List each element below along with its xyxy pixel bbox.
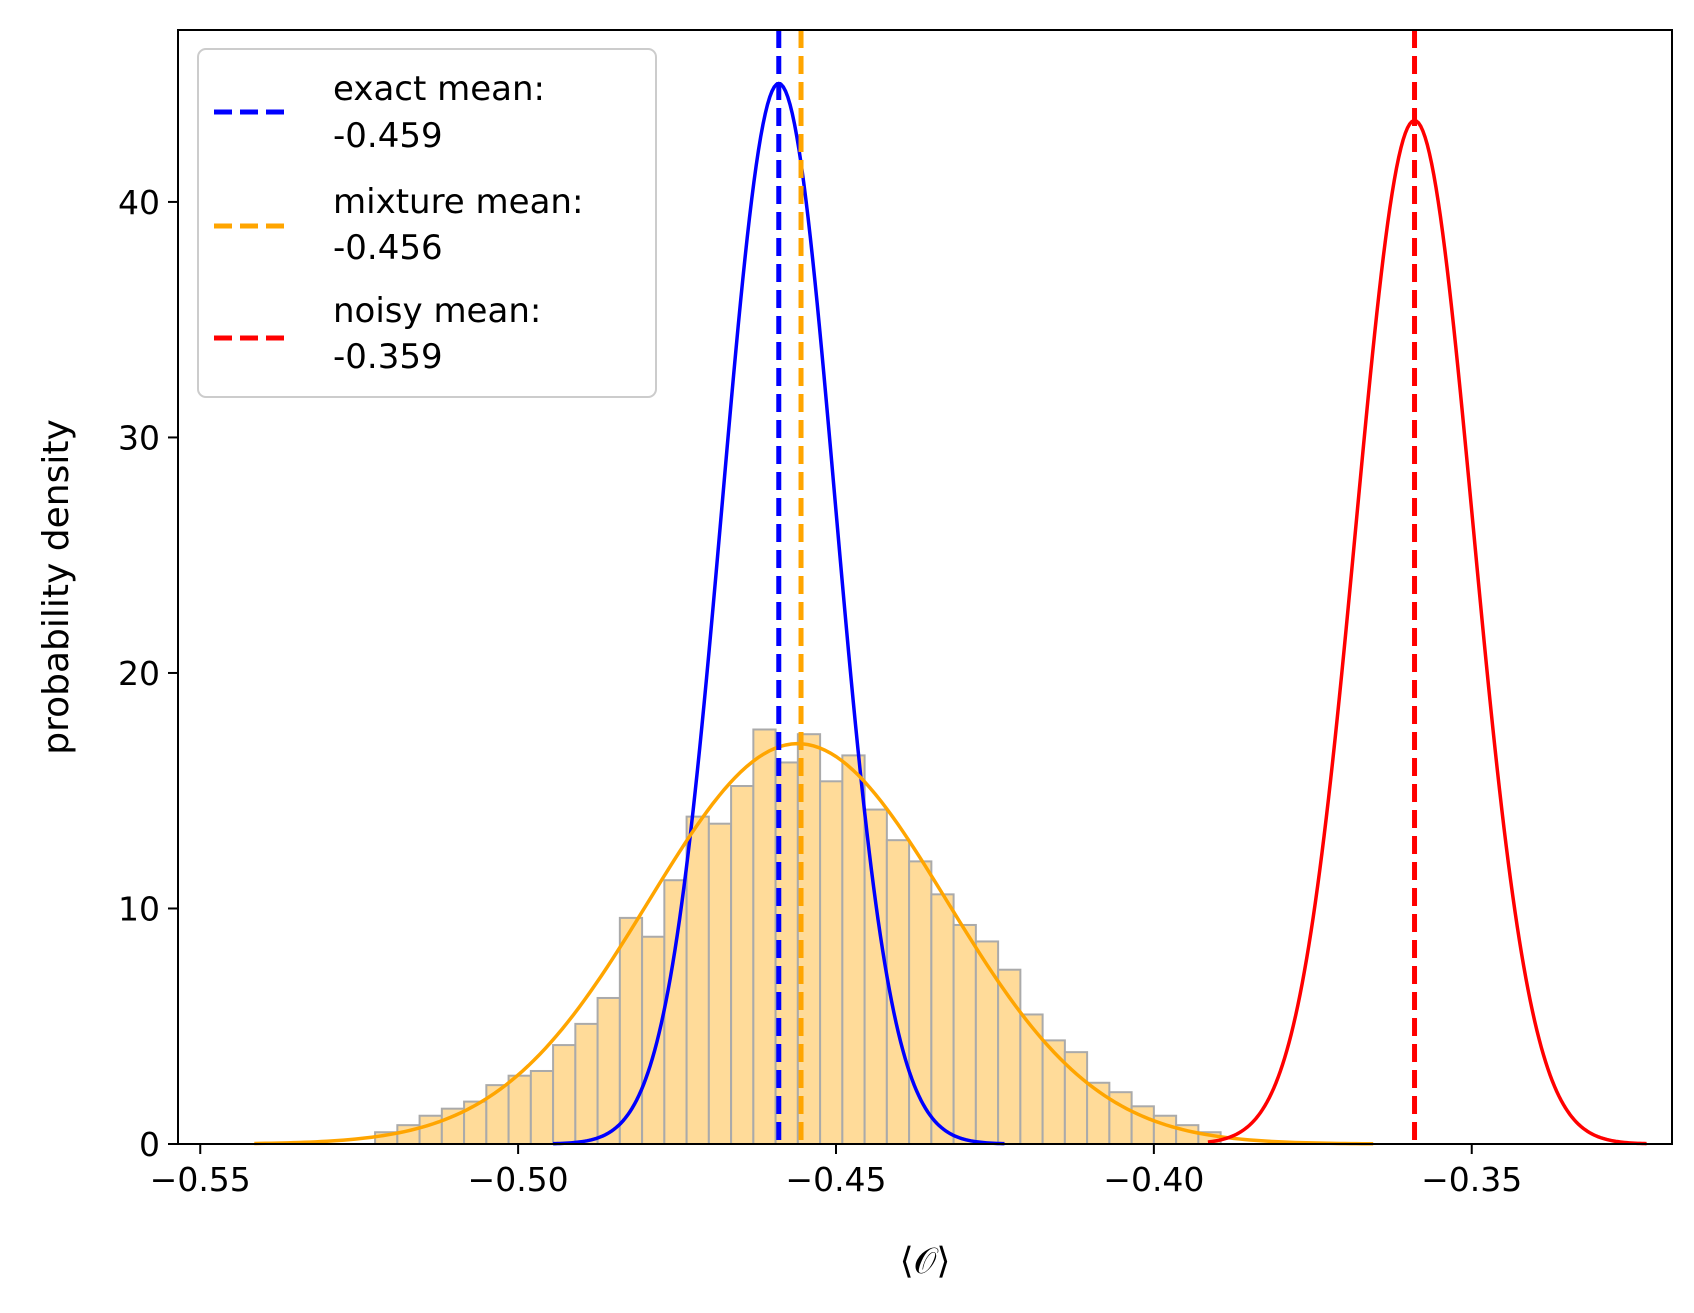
density-curve-mixture xyxy=(254,741,1374,1146)
histogram-bar xyxy=(574,1022,599,1146)
x-tick-label: −0.55 xyxy=(150,1160,251,1199)
mean-lines xyxy=(776,30,1418,1144)
histogram-bar xyxy=(730,785,755,1145)
histogram-bar xyxy=(596,996,621,1146)
histogram-bar xyxy=(1152,1114,1178,1145)
plot-frame xyxy=(177,29,1673,1145)
x-axis-ticks: −0.55 −0.50 −0.45 −0.40 −0.35 xyxy=(150,1144,1522,1199)
histogram-bar xyxy=(641,935,666,1146)
legend-noisy-value: -0.359 xyxy=(333,337,443,377)
x-axis-label: ⟨𝒪⟩ xyxy=(900,1241,951,1282)
histogram xyxy=(374,728,1222,1146)
legend-mixture-label: mixture mean: xyxy=(333,182,583,222)
histogram-bar xyxy=(485,1084,510,1145)
y-axis-label: probability density xyxy=(36,419,77,755)
histogram-bar xyxy=(1041,1039,1066,1145)
x-tick-label: −0.45 xyxy=(785,1160,886,1199)
histogram-bar xyxy=(552,1044,577,1145)
histogram-bar xyxy=(952,923,977,1145)
y-tick-label: 30 xyxy=(118,418,160,457)
legend-box xyxy=(197,48,657,398)
histogram-bar xyxy=(863,808,888,1145)
y-tick-label: 20 xyxy=(118,654,160,693)
histogram-bar xyxy=(930,893,955,1145)
legend-noisy-label: noisy mean: xyxy=(333,291,541,331)
y-tick-label: 40 xyxy=(118,183,160,222)
histogram-bar xyxy=(752,728,777,1145)
y-tick-label: 0 xyxy=(139,1125,160,1164)
x-tick-label: −0.35 xyxy=(1421,1160,1522,1199)
legend-mixture-value: -0.456 xyxy=(333,228,443,268)
histogram-bar xyxy=(707,822,733,1145)
legend-exact-value: -0.459 xyxy=(333,116,443,156)
y-tick-label: 10 xyxy=(118,889,160,928)
histogram-bar xyxy=(663,879,688,1145)
histogram-bar xyxy=(685,815,710,1145)
legend-exact-label: exact mean: xyxy=(333,69,545,109)
x-tick-label: −0.40 xyxy=(1103,1160,1204,1199)
x-tick-label: −0.50 xyxy=(468,1160,569,1199)
histogram-bar xyxy=(819,780,844,1145)
histogram-bar xyxy=(418,1114,443,1145)
histogram-bar xyxy=(529,1069,555,1145)
density-curve-noisy xyxy=(1207,118,1647,1146)
histogram-bar xyxy=(974,940,1000,1145)
histogram-bar xyxy=(841,754,866,1145)
y-axis-ticks: 0 10 20 30 40 xyxy=(118,183,178,1164)
histogram-bar xyxy=(507,1074,532,1146)
legend: exact mean: -0.459 mixture mean: -0.456 … xyxy=(197,48,657,398)
